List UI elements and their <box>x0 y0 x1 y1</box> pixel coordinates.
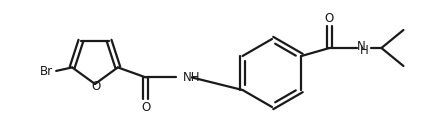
Text: H: H <box>359 44 368 58</box>
Text: O: O <box>325 12 334 24</box>
Text: N: N <box>356 39 365 52</box>
Text: O: O <box>141 101 150 114</box>
Text: O: O <box>92 81 101 94</box>
Text: Br: Br <box>40 65 53 78</box>
Text: NH: NH <box>183 71 200 84</box>
